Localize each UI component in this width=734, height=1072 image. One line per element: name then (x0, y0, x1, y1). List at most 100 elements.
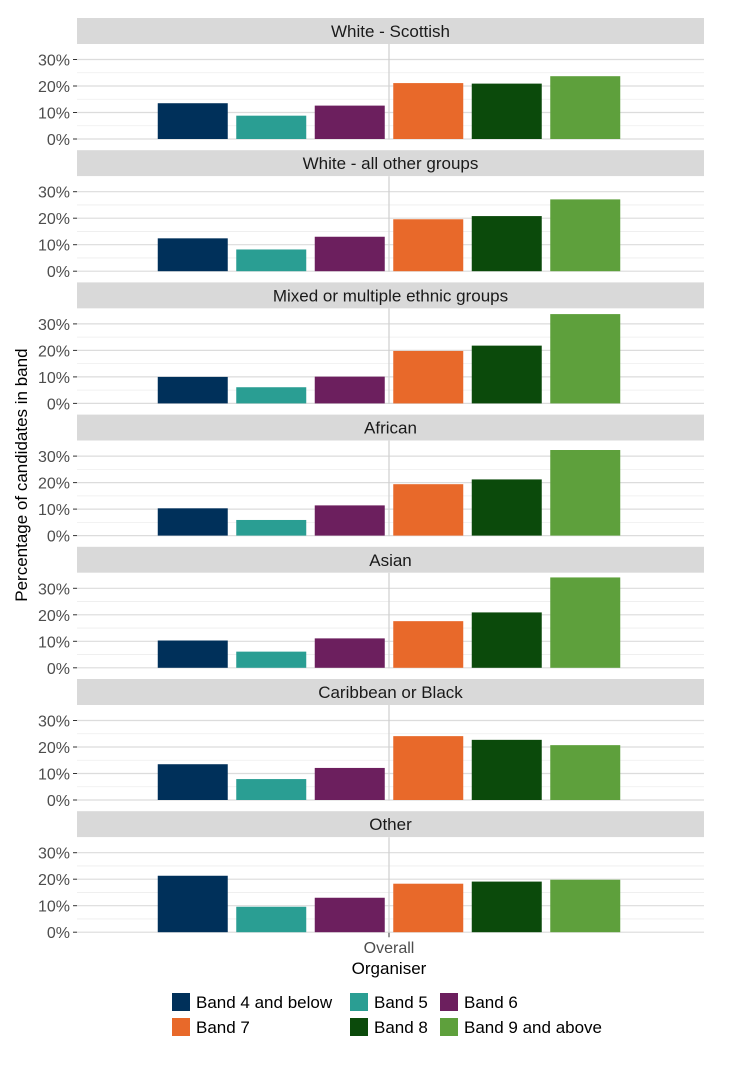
legend-key (172, 993, 190, 1011)
y-tick-label: 0% (47, 793, 70, 810)
y-tick-label: 0% (47, 396, 70, 413)
y-tick-label: 20% (38, 872, 70, 889)
y-tick-label: 30% (38, 449, 70, 466)
bar (550, 879, 621, 933)
legend-label: Band 8 (374, 1018, 428, 1037)
bar (393, 83, 464, 139)
bar (157, 103, 228, 139)
bar (550, 199, 621, 272)
bar (393, 736, 464, 800)
bar (314, 897, 385, 933)
bar (157, 238, 228, 272)
facet-label: African (364, 419, 417, 438)
bar (471, 83, 542, 139)
legend-key (440, 993, 458, 1011)
bar (236, 249, 307, 272)
legend-label: Band 4 and below (196, 993, 333, 1012)
facet-strip (77, 811, 704, 838)
bar (471, 739, 542, 800)
x-axis-title: Organiser (352, 959, 427, 978)
y-tick-label: 10% (38, 634, 70, 651)
bar (236, 387, 307, 404)
bar (550, 76, 621, 139)
x-tick-label: Overall (364, 940, 415, 957)
bar (314, 767, 385, 800)
bar (393, 484, 464, 536)
facet-strip (77, 679, 704, 705)
y-tick-label: 30% (38, 581, 70, 598)
bar (157, 764, 228, 800)
legend-key (350, 1018, 368, 1036)
facet-label: Caribbean or Black (318, 683, 463, 702)
y-tick-label: 20% (38, 79, 70, 96)
bar (550, 745, 621, 800)
bar (550, 314, 621, 404)
y-tick-label: 10% (38, 502, 70, 519)
legend-label: Band 9 and above (464, 1018, 602, 1037)
y-axis-title: Percentage of candidates in band (12, 348, 31, 601)
y-tick-label: 10% (38, 899, 70, 916)
legend-key (172, 1018, 190, 1036)
bar (393, 350, 464, 404)
bar (236, 779, 307, 800)
y-tick-label: 0% (47, 529, 70, 546)
bar (236, 906, 307, 933)
y-tick-label: 10% (38, 767, 70, 784)
legend-key (350, 993, 368, 1011)
bar (393, 219, 464, 272)
y-tick-label: 0% (47, 132, 70, 149)
y-tick-label: 10% (38, 106, 70, 123)
y-tick-label: 0% (47, 925, 70, 942)
y-tick-label: 30% (38, 185, 70, 202)
y-tick-label: 30% (38, 714, 70, 731)
bar (314, 105, 385, 139)
y-tick-label: 20% (38, 211, 70, 228)
bar (550, 450, 621, 536)
bar (157, 508, 228, 536)
bar (157, 875, 228, 933)
bar (157, 376, 228, 404)
y-tick-label: 30% (38, 53, 70, 70)
facet-label: White - Scottish (331, 22, 450, 41)
bar (471, 345, 542, 404)
bar (157, 640, 228, 668)
bar (471, 216, 542, 272)
y-tick-label: 20% (38, 343, 70, 360)
facet-label: White - all other groups (303, 154, 479, 173)
bar (236, 115, 307, 139)
facet-strip (77, 414, 704, 441)
bar (314, 236, 385, 272)
y-tick-label: 10% (38, 238, 70, 255)
bar (550, 577, 621, 668)
facet-strip (77, 546, 704, 573)
legend-label: Band 5 (374, 993, 428, 1012)
bar (471, 881, 542, 933)
bar (314, 638, 385, 668)
y-tick-label: 10% (38, 370, 70, 387)
y-tick-label: 30% (38, 846, 70, 863)
y-tick-label: 20% (38, 476, 70, 493)
bar (471, 612, 542, 668)
y-tick-label: 30% (38, 317, 70, 334)
legend-label: Band 7 (196, 1018, 250, 1037)
bar (236, 651, 307, 668)
facet-label: Asian (369, 551, 412, 570)
y-tick-label: 0% (47, 661, 70, 678)
y-tick-label: 20% (38, 608, 70, 625)
y-tick-label: 20% (38, 740, 70, 757)
bar (393, 621, 464, 668)
facet-strip (77, 150, 704, 177)
y-tick-label: 0% (47, 264, 70, 281)
facet-label: Other (369, 815, 412, 834)
legend-key (440, 1018, 458, 1036)
bar (393, 883, 464, 933)
facet-strip (77, 18, 704, 44)
bar (314, 376, 385, 404)
bar (314, 505, 385, 536)
facet-label: Mixed or multiple ethnic groups (273, 286, 508, 305)
legend-label: Band 6 (464, 993, 518, 1012)
bar (236, 519, 307, 536)
facet-strip (77, 282, 704, 309)
bar (471, 479, 542, 536)
